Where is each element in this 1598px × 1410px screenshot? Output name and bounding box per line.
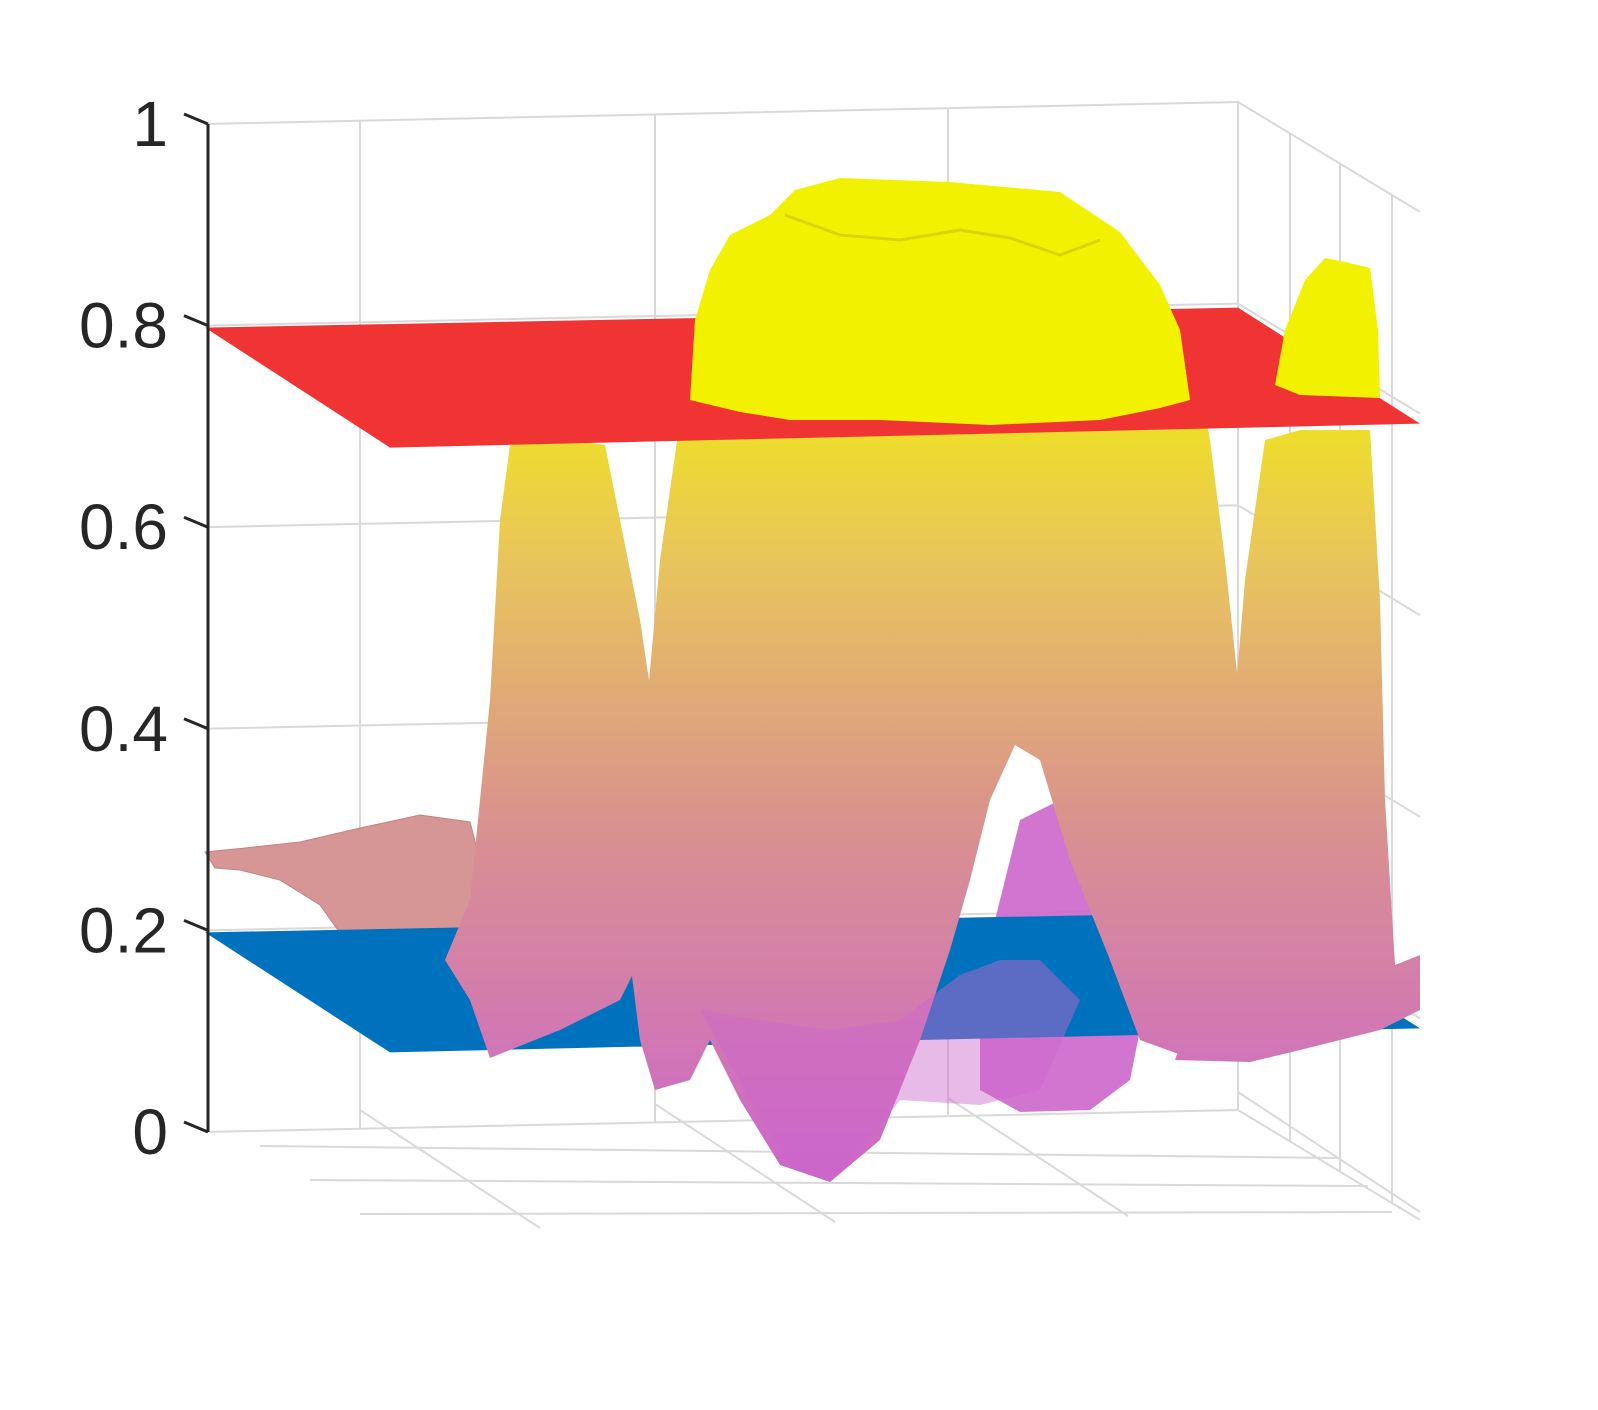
grid-line-z-5 — [204, 100, 1421, 213]
grid-floor-line-0 — [359, 1109, 541, 1229]
z-tick-mark-3 — [183, 515, 209, 529]
z-tick-mark-0 — [183, 1120, 209, 1134]
z-tick-mark-4 — [183, 314, 209, 327]
surface-central-peak — [630, 330, 1260, 1182]
surface-plateau-ridge — [784, 213, 1101, 257]
grid-floor-line-1 — [654, 1103, 836, 1223]
grid-floor-line-3 — [1237, 1091, 1421, 1213]
z-tick-label: 0.6 — [79, 491, 168, 563]
surface-right-peak-top — [1275, 258, 1380, 398]
z-tick-label: 0.4 — [79, 693, 168, 765]
z-axis: 0 0.2 0.4 0.6 0.8 1 — [79, 88, 210, 1168]
surface-left-peak — [445, 440, 660, 1058]
z-tick-label: 0 — [132, 1096, 168, 1168]
surface-central-dip-front — [700, 960, 1080, 1180]
z-tick-mark-2 — [183, 717, 209, 731]
surface-right-peak — [1175, 430, 1420, 1062]
grid-floor-line-2 — [947, 1097, 1129, 1217]
grid-floor-line-6 — [359, 1211, 1393, 1215]
surface-middle-layer — [445, 330, 1420, 1182]
surface-top-layer — [690, 178, 1380, 425]
grid-floor-line-5 — [309, 1179, 1369, 1187]
z-tick-label: 0.2 — [79, 894, 168, 966]
z-tick-label: 1 — [132, 88, 168, 160]
z-tick-label: 0.8 — [79, 290, 168, 362]
z-tick-mark-1 — [183, 919, 209, 932]
surface-central-plateau — [690, 178, 1190, 425]
z-tick-mark-5 — [183, 112, 209, 126]
